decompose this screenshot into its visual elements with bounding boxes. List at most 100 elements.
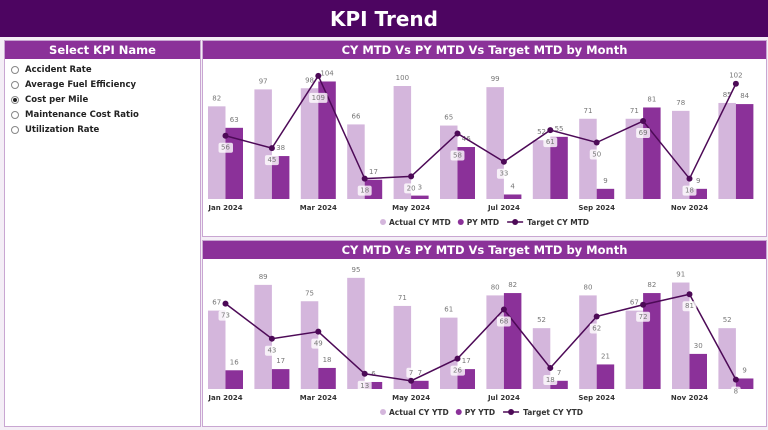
- py-data-label: 55: [555, 125, 564, 133]
- py-bar: [411, 380, 429, 389]
- actual-data-label: 97: [259, 77, 268, 85]
- legend-py-label: PY MTD: [467, 218, 499, 227]
- radio-button[interactable]: [11, 110, 19, 119]
- py-data-label: 7: [418, 369, 422, 377]
- actual-data-label: 80: [583, 283, 592, 291]
- target-label-box: [218, 310, 233, 321]
- target-label-box: [636, 128, 651, 139]
- py-data-label: 3: [418, 184, 422, 192]
- py-data-label: 16: [230, 358, 239, 366]
- target-data-label: 13: [360, 382, 369, 390]
- x-tick-label: Jan 2024: [207, 394, 242, 402]
- target-point: [640, 301, 647, 308]
- target-data-label: 102: [729, 72, 742, 80]
- target-line: [225, 74, 737, 181]
- actual-data-label: 52: [537, 128, 546, 136]
- actual-bar: [440, 125, 458, 199]
- legend-target-marker: [512, 219, 519, 225]
- py-data-label: 82: [647, 281, 656, 289]
- actual-data-label: 89: [259, 273, 268, 281]
- target-data-label: 69: [639, 129, 648, 137]
- target-data-label: 18: [685, 187, 694, 195]
- py-bar: [689, 353, 707, 389]
- ytd-chart-panel: CY MTD Vs PY MTD Vs Target MTD by Month …: [202, 240, 767, 427]
- kpi-option[interactable]: Cost per Mile: [11, 92, 200, 107]
- x-tick-label: Mar 2024: [300, 204, 337, 212]
- target-label-box: [264, 155, 279, 166]
- radio-button[interactable]: [11, 125, 19, 134]
- radio-button[interactable]: [11, 65, 19, 74]
- target-data-label: 43: [267, 347, 276, 355]
- target-point: [454, 355, 461, 362]
- target-line: [225, 293, 737, 382]
- py-bar: [735, 378, 754, 389]
- actual-bar: [532, 140, 551, 199]
- target-label-box: [496, 168, 511, 179]
- actual-bar: [208, 106, 226, 199]
- py-data-label: 18: [323, 356, 332, 364]
- legend-py-label: PY YTD: [465, 408, 495, 417]
- py-bar: [596, 188, 615, 199]
- actual-data-label: 67: [212, 299, 221, 307]
- actual-data-label: 95: [351, 266, 360, 274]
- actual-data-label: 71: [583, 107, 592, 115]
- target-point: [547, 127, 554, 134]
- kpi-option[interactable]: Maintenance Cost Ratio: [11, 107, 200, 122]
- target-data-label: 18: [360, 187, 369, 195]
- x-tick-label: Sep 2024: [578, 394, 615, 402]
- actual-bar: [300, 301, 319, 389]
- target-point: [361, 175, 368, 182]
- target-label-box: [357, 380, 372, 391]
- target-point: [408, 377, 415, 384]
- target-label-box: [264, 345, 279, 356]
- target-point: [408, 173, 415, 180]
- target-label-box: [682, 301, 697, 312]
- target-point: [315, 72, 322, 79]
- target-data-label: 50: [592, 151, 601, 159]
- x-tick-label: May 2024: [392, 394, 430, 402]
- target-data-label: 81: [685, 302, 694, 310]
- kpi-option-list: Accident Rate Average Fuel Efficiency Cost…: [5, 62, 200, 137]
- target-data-label: 73: [221, 312, 230, 320]
- target-point: [361, 370, 368, 377]
- target-data-label: 7: [409, 369, 413, 377]
- py-data-label: 104: [320, 69, 334, 77]
- target-data-label: 45: [267, 156, 276, 164]
- kpi-option[interactable]: Accident Rate: [11, 62, 200, 77]
- target-label-box: [636, 311, 651, 322]
- target-data-label: 56: [221, 144, 230, 152]
- target-label-box: [450, 365, 465, 376]
- x-tick-label: Jul 2024: [487, 204, 520, 212]
- mtd-chart-panel: CY MTD Vs PY MTD Vs Target MTD by Month …: [202, 40, 767, 237]
- target-point: [268, 145, 275, 152]
- target-point: [222, 300, 229, 307]
- py-data-label: 9: [603, 177, 607, 185]
- py-bar: [318, 367, 336, 389]
- target-data-label: 33: [499, 170, 508, 178]
- radio-button[interactable]: [11, 80, 19, 89]
- actual-bar: [300, 88, 319, 199]
- kpi-option[interactable]: Utilization Rate: [11, 122, 200, 137]
- x-tick-label: May 2024: [392, 204, 430, 212]
- kpi-option[interactable]: Average Fuel Efficiency: [11, 77, 200, 92]
- target-data-label: 61: [546, 138, 555, 146]
- actual-data-label: 61: [444, 306, 453, 314]
- target-point: [500, 158, 507, 165]
- actual-data-label: 65: [444, 114, 453, 122]
- actual-data-label: 66: [351, 112, 360, 120]
- py-data-label: 84: [740, 92, 749, 100]
- actual-bar: [718, 102, 736, 199]
- target-label-box: [309, 92, 328, 103]
- radio-button[interactable]: [11, 95, 19, 104]
- target-data-label: 49: [314, 340, 323, 348]
- actual-bar: [347, 124, 365, 199]
- py-data-label: 6: [371, 370, 376, 378]
- actual-bar: [579, 295, 597, 389]
- chart-title: CY MTD Vs PY MTD Vs Target MTD by Month: [203, 241, 766, 259]
- x-tick-label: Nov 2024: [671, 204, 708, 212]
- py-bar: [596, 364, 615, 389]
- target-data-label: 72: [639, 313, 648, 321]
- x-tick-label: Sep 2024: [578, 204, 615, 212]
- target-label-box: [406, 367, 416, 378]
- mtd-chart: 82 63 Jan 2024 97 38 98 104 Mar 2024 66 17 100 3 May…: [207, 69, 754, 227]
